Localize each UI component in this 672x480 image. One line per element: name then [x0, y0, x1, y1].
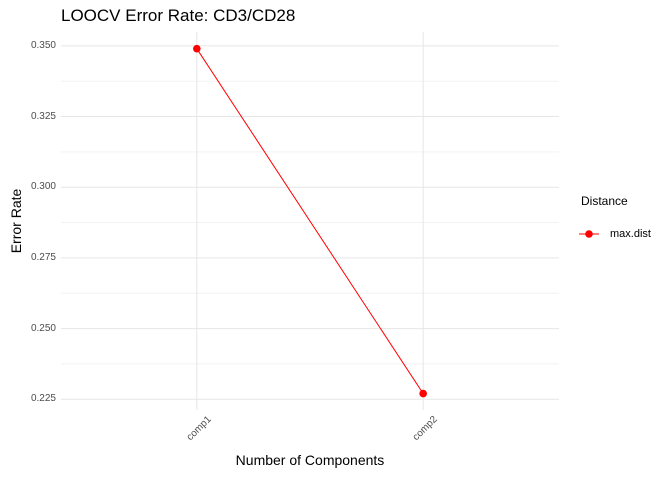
y-tick-label: 0.325	[30, 110, 56, 122]
legend-item: max.dist	[578, 224, 651, 244]
legend-key-icon	[579, 230, 599, 238]
y-tick-label: 0.250	[30, 322, 56, 334]
x-axis-title: Number of Components	[235, 452, 385, 468]
chart-title: LOOCV Error Rate: CD3/CD28	[61, 6, 296, 25]
y-tick-label: 0.225	[30, 393, 56, 405]
y-tick-label: 0.275	[30, 251, 56, 263]
series-line	[196, 48, 424, 394]
y-tick-label: 0.300	[30, 181, 56, 193]
legend-items: max.dist	[578, 224, 651, 244]
legend-title: Distance	[581, 194, 628, 208]
legend-item-label: max.dist	[610, 228, 651, 240]
data-point	[419, 389, 427, 398]
plot-panel	[61, 32, 559, 410]
legend: Distance max.dist	[578, 194, 651, 244]
y-tick-label: 0.350	[30, 39, 56, 51]
y-axis-title: Error Rate	[8, 188, 24, 254]
legend-key-point	[585, 230, 593, 238]
data-point	[193, 44, 201, 53]
